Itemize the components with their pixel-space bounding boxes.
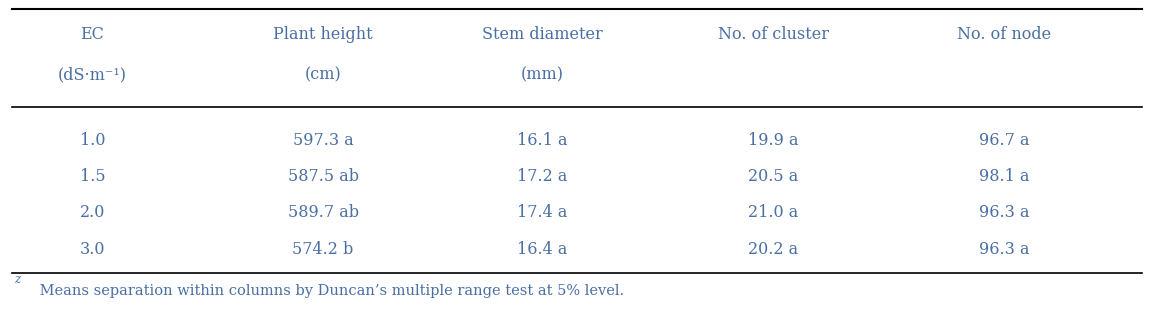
- Text: Stem diameter: Stem diameter: [482, 26, 602, 43]
- Text: 21.0 a: 21.0 a: [748, 204, 799, 221]
- Text: 589.7 ab: 589.7 ab: [287, 204, 359, 221]
- Text: Means separation within columns by Duncan’s multiple range test at 5% level.: Means separation within columns by Dunca…: [35, 284, 624, 298]
- Text: 1.5: 1.5: [80, 168, 105, 185]
- Text: 96.3 a: 96.3 a: [979, 204, 1029, 221]
- Text: 96.7 a: 96.7 a: [979, 132, 1029, 149]
- Text: 19.9 a: 19.9 a: [748, 132, 799, 149]
- Text: Plant height: Plant height: [273, 26, 373, 43]
- Text: 96.3 a: 96.3 a: [979, 241, 1029, 258]
- Text: No. of cluster: No. of cluster: [718, 26, 829, 43]
- Text: z: z: [14, 273, 20, 286]
- Text: EC: EC: [81, 26, 104, 43]
- Text: 1.0: 1.0: [80, 132, 105, 149]
- Text: 16.4 a: 16.4 a: [517, 241, 568, 258]
- Text: 98.1 a: 98.1 a: [979, 168, 1029, 185]
- Text: 16.1 a: 16.1 a: [517, 132, 568, 149]
- Text: 17.2 a: 17.2 a: [517, 168, 568, 185]
- Text: (dS·m⁻¹): (dS·m⁻¹): [58, 67, 127, 84]
- Text: 20.2 a: 20.2 a: [748, 241, 799, 258]
- Text: 597.3 a: 597.3 a: [293, 132, 353, 149]
- Text: 20.5 a: 20.5 a: [748, 168, 799, 185]
- Text: (cm): (cm): [305, 67, 342, 84]
- Text: 17.4 a: 17.4 a: [517, 204, 568, 221]
- Text: (mm): (mm): [520, 67, 564, 84]
- Text: No. of node: No. of node: [957, 26, 1051, 43]
- Text: 3.0: 3.0: [80, 241, 105, 258]
- Text: 2.0: 2.0: [80, 204, 105, 221]
- Text: 574.2 b: 574.2 b: [292, 241, 354, 258]
- Text: 587.5 ab: 587.5 ab: [287, 168, 359, 185]
